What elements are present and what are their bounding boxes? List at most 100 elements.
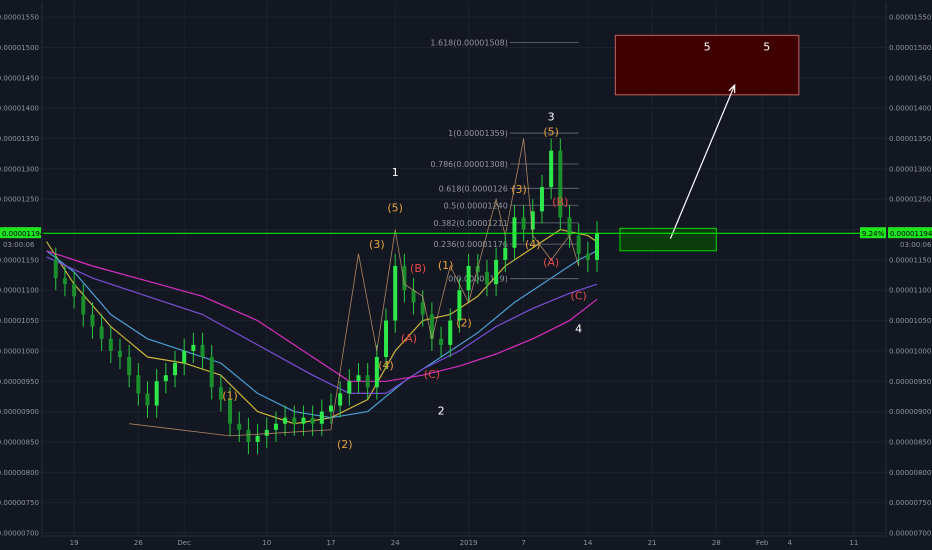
grid-lines [42, 2, 886, 536]
candle-body [108, 338, 113, 351]
x-tick-label: 19 [70, 539, 79, 547]
y-tick-label-left: 0.00001150 [0, 256, 39, 264]
candle-body [283, 417, 288, 424]
current-time-right: 03:00:06 [900, 241, 932, 249]
wave-label: (A) [401, 332, 417, 345]
y-tick-label-right: 0.00001450 [889, 74, 931, 82]
wave-label: (B) [552, 195, 568, 208]
wave-label: (1) [438, 259, 454, 272]
wave-label: (5) [543, 126, 559, 139]
percent-change: 9.24% [862, 230, 885, 238]
candle-body [328, 405, 333, 412]
y-tick-label-right: 0.00001150 [889, 256, 931, 264]
candle-body [484, 272, 489, 285]
candle-body [503, 247, 508, 260]
candle-body [595, 233, 600, 260]
candle-body [420, 302, 425, 315]
candle-body [585, 253, 590, 260]
wave-label: (2) [337, 438, 353, 451]
x-tick-label: 7 [521, 539, 525, 547]
y-tick-label-right: 0.00000750 [889, 499, 931, 507]
y-tick-label-right: 0.00000850 [889, 438, 931, 446]
candle-body [374, 356, 379, 388]
wave-label: 3 [548, 110, 555, 123]
y-tick-label-right: 0.00000950 [889, 378, 931, 386]
candle-body [384, 320, 389, 357]
arrow-head-icon [728, 83, 736, 94]
fib-level-label: 0.618(0.0000126 [439, 184, 508, 193]
candle-body [273, 423, 278, 430]
y-tick-label-left: 0.00001550 [0, 14, 39, 22]
x-tick-label: 28 [712, 539, 721, 547]
x-tick-label: 24 [391, 539, 400, 547]
y-tick-label-left: 0.00001300 [0, 165, 39, 173]
x-tick-label: 26 [134, 539, 143, 547]
target-zone-box[interactable] [614, 34, 800, 96]
y-tick-label-left: 0.00000950 [0, 378, 39, 386]
current-price-badge-right [888, 227, 932, 239]
target-zones [614, 34, 800, 252]
current-time-left: 03:00:06 [3, 241, 35, 249]
y-tick-label-left: 0.00001250 [0, 196, 39, 204]
fib-level-label: 1(0.00001359) [448, 129, 508, 138]
wave-label: (C) [424, 368, 440, 381]
wave-label: (A) [543, 256, 559, 269]
wave-label: 2 [438, 405, 445, 418]
candle-body [549, 150, 554, 188]
fib-level-label: 0.236(0.00001176 [433, 240, 507, 249]
target-zone-label: 5 [704, 41, 711, 54]
y-tick-label-right: 0.00001300 [889, 165, 931, 173]
candle-body [163, 375, 168, 382]
x-tick-label: 17 [327, 539, 336, 547]
candle-body [301, 417, 306, 424]
candle-body [255, 435, 260, 442]
wave-label: (C) [571, 289, 587, 302]
y-tick-label-left: 0.00001100 [0, 287, 39, 295]
candle-body [365, 375, 370, 388]
candle-body [81, 296, 86, 315]
y-tick-label-left: 0.00000900 [0, 408, 39, 416]
y-tick-label-right: 0.00001400 [889, 105, 931, 113]
candle-body [53, 259, 58, 279]
wave-label: 4 [575, 323, 582, 336]
candle-body [338, 393, 343, 406]
y-tick-label-right: 0.00001000 [889, 347, 931, 355]
y-tick-label-left: 0.00001000 [0, 347, 39, 355]
y-tick-label-left: 0.00000850 [0, 438, 39, 446]
x-tick-label: Dec [177, 539, 191, 547]
y-tick-label-left: 0.00000700 [0, 529, 39, 537]
x-tick-label: 2019 [460, 539, 478, 547]
y-tick-label-right: 0.00001100 [889, 287, 931, 295]
current-price-value-left: 0.00001194 [2, 230, 45, 238]
y-tick-label-left: 0.00001400 [0, 105, 39, 113]
wave-labels: 1 2 3 4 5 (1) (2) (3) (4) (5) (1) (2) (3) (4) (5) (B) (A… [222, 41, 770, 451]
y-tick-label-right: 0.00000900 [889, 408, 931, 416]
fib-level-label: 0.382(0.00001211 [433, 219, 507, 228]
wave-label: 1 [392, 166, 399, 179]
percent-badge [860, 227, 886, 239]
candle-body [512, 217, 517, 248]
candle-body [319, 411, 324, 424]
x-tick-label: Feb [756, 539, 769, 547]
moving-average-line [46, 228, 598, 425]
wave-label: (2) [456, 317, 472, 330]
candle-body [558, 150, 563, 218]
entry-zone-box[interactable] [619, 227, 717, 252]
candle-body [246, 429, 251, 442]
y-tick-label-right: 0.00001550 [889, 14, 931, 22]
candle-body [494, 259, 499, 285]
candle-body [530, 211, 535, 230]
candle-body [393, 265, 398, 321]
candle-body [457, 290, 462, 321]
y-tick-label-left: 0.00000800 [0, 469, 39, 477]
candle-body [292, 417, 297, 424]
current-price-badge-left [0, 227, 41, 239]
wave-label: (3) [511, 183, 527, 196]
current-price-value-right: 0.00001194 [890, 230, 932, 238]
candle-body [117, 350, 122, 357]
candle-body [539, 187, 544, 212]
y-tick-label-right: 0.00001050 [889, 317, 931, 325]
y-tick-label-left: 0.00001500 [0, 44, 39, 52]
